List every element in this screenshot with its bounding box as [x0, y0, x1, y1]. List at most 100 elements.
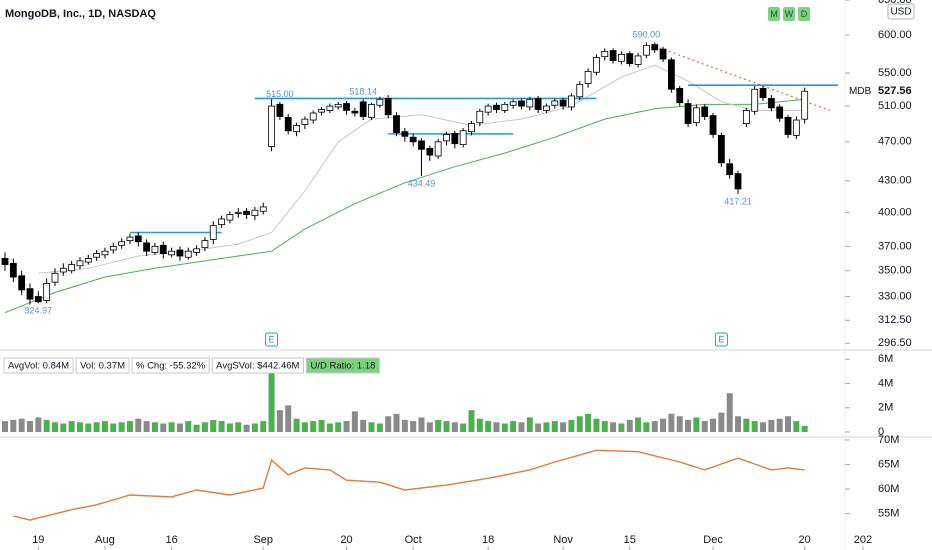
candle-body: [134, 235, 142, 243]
x-tick-label: 19: [32, 534, 44, 546]
interval-button[interactable]: [783, 7, 795, 21]
candle-body: [717, 134, 725, 164]
volume-bar: [193, 424, 200, 432]
candle-body: [326, 105, 334, 111]
volume-bar: [393, 413, 400, 432]
candle-body: [676, 88, 684, 104]
candle-body: [601, 50, 609, 58]
candle-body: [209, 225, 217, 240]
volume-bar: [626, 419, 633, 432]
y-tick-label: 430.00: [878, 175, 912, 187]
interval-button[interactable]: [768, 7, 780, 21]
volume-bar: [101, 421, 108, 432]
symbol-label: MDB: [849, 86, 872, 97]
candle-body: [476, 110, 484, 124]
candle-body: [784, 116, 792, 135]
volume-bar: [26, 421, 33, 432]
volume-bar: [218, 421, 225, 432]
candle-body: [118, 241, 126, 246]
chart-title: MongoDB, Inc., 1D, NASDAQ: [5, 8, 156, 20]
volume-bar: [110, 423, 117, 432]
candle-body: [126, 236, 134, 241]
volume-bar: [751, 421, 758, 432]
candle-body: [634, 55, 642, 65]
interval-button[interactable]: [798, 7, 810, 21]
candle-body: [409, 136, 417, 143]
volume-bar: [143, 421, 150, 432]
candle-body: [493, 104, 500, 110]
y-tick-label: 6M: [878, 353, 893, 365]
volume-bar: [351, 411, 358, 432]
volume-bar: [168, 422, 175, 432]
trendline: [654, 45, 830, 112]
candle-body: [701, 106, 709, 117]
volume-bar: [660, 418, 667, 432]
stat-text: AvgSVol: $442.46M: [216, 361, 299, 372]
volume-bar: [735, 416, 742, 432]
currency-box[interactable]: [887, 3, 915, 20]
line: [13, 449, 805, 521]
volume-bar: [585, 413, 592, 432]
candle-body: [318, 109, 325, 113]
candle-body: [443, 134, 450, 142]
volume-bar: [410, 421, 417, 432]
volume-bar: [668, 413, 675, 432]
volume-bar: [176, 423, 183, 432]
candle-body: [742, 110, 750, 124]
volume-bar: [93, 422, 100, 432]
volume-bar: [276, 410, 283, 432]
candle-body: [468, 123, 475, 133]
volume-bar: [776, 418, 783, 432]
price-label: 417.21: [724, 196, 752, 206]
stat-box: [3, 357, 74, 374]
volume-bar: [293, 418, 300, 432]
candle-body: [568, 95, 575, 108]
candle-body: [93, 253, 101, 258]
volume-bar: [726, 393, 733, 432]
candle-body: [751, 88, 759, 112]
candle-body: [351, 110, 359, 114]
x-tick-label: 20: [340, 534, 352, 546]
volume-bar: [435, 419, 442, 432]
x-tick-label: 20: [799, 534, 811, 546]
candle-body: [559, 99, 567, 107]
volume-bar: [310, 421, 317, 432]
volume-bar: [793, 421, 800, 432]
candle-body: [518, 100, 525, 107]
candle-body: [259, 206, 267, 212]
candle-body: [651, 44, 659, 51]
candle-body: [618, 53, 625, 62]
stat-text: Vol: 0.37M: [80, 361, 125, 372]
volume-bar: [551, 421, 558, 432]
candle-body: [792, 119, 800, 136]
volume-bar: [51, 422, 58, 432]
candle-body: [143, 242, 151, 252]
price-label: 590.00: [633, 30, 661, 40]
volume-bar: [701, 421, 708, 432]
volume-bar: [118, 422, 125, 432]
candle-body: [726, 163, 734, 176]
candle-body: [218, 218, 225, 225]
y-tick-label: 4M: [878, 377, 893, 389]
volume-bar: [318, 419, 325, 432]
candle-body: [393, 115, 400, 134]
volume-bar: [743, 418, 750, 432]
volume-bar: [718, 412, 725, 432]
y-tick-label: 330.00: [878, 290, 912, 302]
volume-bar: [760, 422, 767, 432]
candle-body: [159, 244, 167, 255]
earnings-marker[interactable]: [265, 332, 279, 347]
y-tick-label: 350.00: [878, 265, 912, 277]
volume-bar: [801, 425, 808, 432]
volume-bar: [335, 422, 342, 432]
candle-body: [226, 214, 234, 221]
price-label: 515.00: [266, 89, 294, 99]
earnings-marker[interactable]: [714, 332, 728, 347]
candle-body: [801, 90, 809, 120]
price-label: 518.14: [349, 87, 377, 97]
price-label: 324.97: [25, 306, 53, 316]
volume-bar: [68, 421, 75, 432]
candle-body: [709, 115, 717, 135]
volume-bar: [501, 423, 508, 432]
